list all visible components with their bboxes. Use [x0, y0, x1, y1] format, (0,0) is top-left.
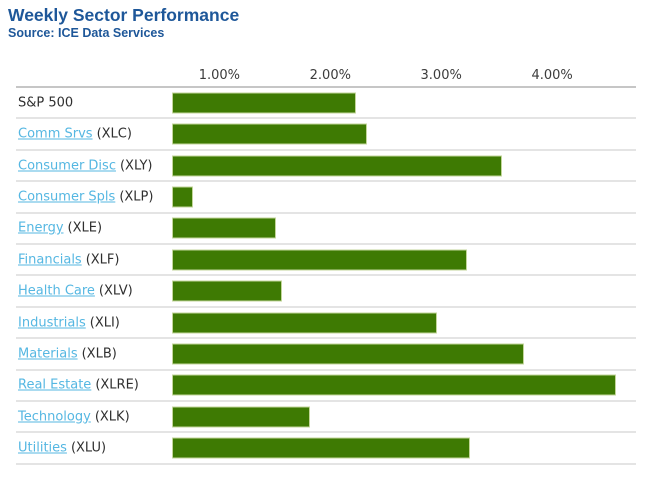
sector-label: Industrials (XLI) [18, 315, 120, 330]
sector-link[interactable]: Materials [18, 346, 78, 362]
sector-ticker: (XLK) [94, 409, 130, 425]
performance-bar [172, 374, 617, 396]
sector-label: Consumer Disc (XLY) [18, 158, 152, 173]
sector-ticker: (XLU) [70, 440, 107, 456]
sector-label: Consumer Spls (XLP) [18, 189, 153, 204]
page-title: Weekly Sector Performance [8, 5, 240, 25]
chart-row: S&P 500 [16, 88, 636, 120]
sector-label: Real Estate (XLRE) [18, 378, 139, 393]
sector-ticker: (XLE) [67, 220, 103, 236]
chart-row: Consumer Spls (XLP) [16, 182, 636, 214]
sector-ticker: (XLF) [85, 252, 120, 268]
sector-name: S&P 500 [18, 95, 74, 111]
x-axis-tick-label: 2.00% [309, 68, 351, 83]
performance-bar [172, 155, 503, 177]
sector-ticker: (XLV) [98, 283, 133, 299]
sector-link[interactable]: Industrials [18, 315, 86, 331]
sector-link[interactable]: Real Estate [18, 377, 92, 393]
chart-row: Utilities (XLU) [16, 433, 636, 465]
sector-label: Utilities (XLU) [18, 441, 106, 456]
performance-bar [172, 123, 367, 145]
sector-link[interactable]: Health Care [18, 283, 95, 299]
chart-row: Technology (XLK) [16, 402, 636, 434]
sector-link[interactable]: Comm Srvs [18, 126, 93, 142]
performance-bar [172, 406, 311, 428]
sector-label: Comm Srvs (XLC) [18, 127, 132, 142]
sector-label: Materials (XLB) [18, 346, 117, 361]
chart-row: Materials (XLB) [16, 339, 636, 371]
chart-row: Energy (XLE) [16, 214, 636, 246]
chart-row: Industrials (XLI) [16, 308, 636, 340]
performance-bar [172, 312, 437, 334]
x-axis-tick-label: 3.00% [420, 68, 462, 83]
chart-row: Consumer Disc (XLY) [16, 151, 636, 183]
performance-bar [172, 217, 276, 239]
chart-row: Real Estate (XLRE) [16, 371, 636, 403]
performance-bar [172, 437, 470, 459]
sector-ticker: (XLY) [119, 158, 153, 174]
chart-row: Comm Srvs (XLC) [16, 119, 636, 151]
sector-label: Energy (XLE) [18, 221, 102, 236]
performance-bar [172, 92, 356, 114]
sector-label: Health Care (XLV) [18, 284, 133, 299]
plot-rows: S&P 500 Comm Srvs (XLC) Consumer Disc (XLY) C… [16, 86, 636, 465]
chart-row: Health Care (XLV) [16, 276, 636, 308]
x-axis-tick-label: 1.00% [198, 68, 241, 83]
sector-label: S&P 500 [18, 95, 73, 110]
sector-ticker: (XLRE) [95, 377, 139, 393]
sector-link[interactable]: Technology [18, 409, 91, 425]
performance-bar [172, 343, 525, 365]
x-axis: 1.00% 2.00% 3.00% 4.00% [16, 61, 636, 86]
performance-bar [172, 280, 282, 302]
sector-ticker: (XLB) [81, 346, 117, 362]
sector-link[interactable]: Financials [18, 252, 82, 268]
sector-link[interactable]: Energy [18, 220, 64, 236]
performance-bar [172, 186, 193, 208]
source-label: Source: ICE Data Services [8, 26, 165, 40]
sector-ticker: (XLI) [89, 315, 120, 331]
sector-link[interactable]: Utilities [18, 440, 67, 456]
sector-label: Financials (XLF) [18, 252, 119, 267]
chart-header: Weekly Sector Performance Source: ICE Da… [0, 0, 658, 41]
sector-link[interactable]: Consumer Spls [18, 189, 116, 205]
performance-bar [172, 249, 467, 271]
sector-label: Technology (XLK) [18, 409, 130, 424]
sector-ticker: (XLC) [96, 126, 132, 142]
sector-ticker: (XLP) [119, 189, 154, 205]
x-axis-tick-label: 4.00% [531, 68, 573, 83]
sector-performance-chart: 1.00% 2.00% 3.00% 4.00% S&P 500 Comm Srvs (XL… [16, 61, 636, 465]
chart-row: Financials (XLF) [16, 245, 636, 277]
sector-link[interactable]: Consumer Disc [18, 158, 116, 174]
